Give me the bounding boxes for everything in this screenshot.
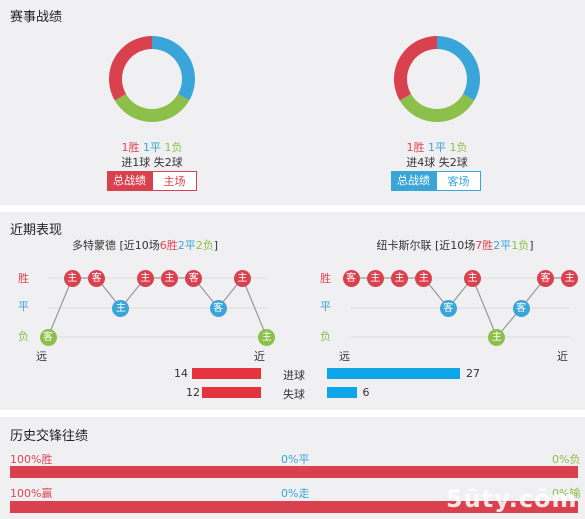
right-summary-losses: 1负 [511,239,530,252]
right-match-marker[interactable]: 主 [488,328,506,346]
left-match-marker[interactable]: 主 [112,299,130,317]
right-row-label-loss: 负 [320,330,331,343]
left-match-marker[interactable]: 主 [136,269,154,287]
left-form-lines [47,276,268,338]
left-match-marker[interactable]: 主 [63,269,81,287]
left-record-counts: 1胜 1平 1负 [60,139,244,155]
right-row-label-draw: 平 [320,300,331,313]
h2h-handicap-win-pct: 100%赢 [10,487,53,500]
left-near-label: 近 [254,350,265,363]
left-far-label: 远 [36,350,47,363]
left-scored-bar [192,368,261,379]
right-loss-count: 1负 [449,141,468,154]
right-match-marker[interactable]: 主 [561,269,579,287]
right-record-donut [394,36,480,122]
left-team-name: 多特蒙德 [71,239,116,252]
right-far-label: 远 [339,350,350,363]
left-total-record-button[interactable]: 总战绩 [107,171,152,191]
right-row-label-win: 胜 [320,272,331,285]
left-record-donut [109,36,195,122]
right-summary-prefix: [近10场 [431,239,476,252]
right-conceded-value: 6 [362,386,370,399]
right-win-count: 1胜 [406,141,425,154]
left-team-summary: 多特蒙德 [近10场6胜2平2负] [20,237,270,253]
left-scored-value: 14 [174,367,188,380]
right-form-line [351,276,570,339]
left-donut-segment-2 [109,36,152,101]
h2h-loss-pct: 0%负 [552,453,581,466]
left-draw-count: 1平 [143,141,161,154]
h2h-result-bar [10,466,578,478]
h2h-panel: 历史交锋往绩 100%胜 0%平 0%负 100%赢 0%走 0%输 5ūty.… [0,417,585,519]
right-team-name: 纽卡斯尔联 [376,239,432,252]
right-match-marker[interactable]: 客 [536,269,554,287]
right-match-marker[interactable]: 主 [464,269,481,287]
left-home-button[interactable]: 主场 [152,171,197,191]
left-match-marker[interactable]: 主 [258,328,276,346]
left-match-marker[interactable]: 主 [161,269,178,287]
recent-title: 近期表现 [10,223,63,238]
right-donut-segment-2 [394,36,437,101]
left-summary-wins: 6胜 [159,239,178,252]
left-row-label-win: 胜 [18,272,29,285]
right-record-counts: 1胜 1平 1负 [345,139,529,155]
right-form-lines [351,276,570,339]
left-loss-count: 1负 [164,141,183,154]
right-match-marker[interactable]: 客 [439,299,457,317]
right-summary-wins: 7胜 [475,239,494,252]
conceded-label: 失球 [283,388,305,401]
left-match-marker[interactable]: 主 [233,269,251,287]
right-donut-segment-1 [399,94,475,122]
h2h-handicap-push-pct: 0%走 [281,487,310,500]
right-summary-suffix: ] [529,239,534,252]
right-scored-bar [327,368,460,379]
right-donut-segment-0 [437,36,480,101]
right-summary-draws: 2平 [493,239,512,252]
left-summary-draws: 2平 [177,239,196,252]
h2h-draw-pct: 0%平 [281,453,310,466]
left-match-marker[interactable]: 客 [185,269,203,287]
left-row-label-draw: 平 [18,300,29,313]
right-draw-count: 1平 [428,141,446,154]
right-match-marker[interactable]: 主 [366,269,384,287]
right-team-summary: 纽卡斯尔联 [近10场7胜2平1负] [330,237,580,253]
left-match-marker[interactable]: 客 [88,269,106,287]
left-donut-segment-1 [114,94,190,122]
scored-label: 进球 [283,369,305,382]
h2h-win-pct: 100%胜 [10,453,53,466]
left-form-line [47,276,268,338]
left-summary-suffix: ] [213,239,219,252]
right-match-marker[interactable]: 主 [415,269,433,287]
watermark-logo: 5ūty.cōm [446,485,578,513]
right-goals-summary: 进4球 失2球 [406,156,468,169]
right-away-button[interactable]: 客场 [436,171,481,191]
h2h-handicap-loss-pct: 0%输 [552,487,581,500]
left-summary-prefix: [近10场 [115,239,160,252]
left-win-count: 1胜 [121,141,140,154]
left-match-marker[interactable]: 客 [39,328,57,346]
left-row-label-loss: 负 [18,330,29,343]
left-summary-losses: 2负 [195,239,214,252]
recent-panel: 近期表现 多特蒙德 [近10场6胜2平2负] 纽卡斯尔联 [近10场7胜2平1负… [0,212,585,410]
left-conceded-bar [201,387,261,398]
right-near-label: 近 [557,350,568,363]
right-match-marker[interactable]: 主 [391,269,409,287]
left-donut-segment-0 [152,36,195,101]
left-goals-summary: 进1球 失2球 [121,156,183,169]
h2h-title: 历史交锋往绩 [10,429,89,444]
h2h-handicap-bar [10,501,578,513]
left-conceded-value: 12 [186,386,200,399]
right-conceded-bar [327,387,357,398]
left-match-marker[interactable]: 客 [209,299,227,317]
right-match-marker[interactable]: 客 [512,299,530,317]
right-scored-value: 27 [466,367,480,380]
right-match-marker[interactable]: 客 [342,269,360,287]
record-title: 赛事战绩 [10,10,63,25]
right-total-record-button[interactable]: 总战绩 [391,171,436,191]
record-panel: 赛事战绩 1胜 1平 1负 进1球 失2球 总战绩 主场 1胜 1平 1负 进4… [0,0,585,205]
